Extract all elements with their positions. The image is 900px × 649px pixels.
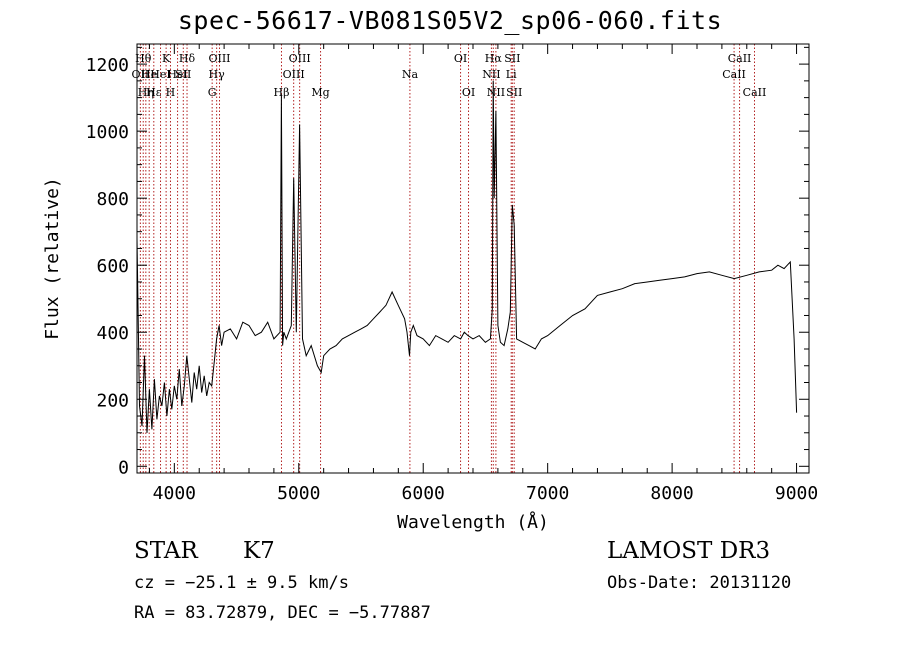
- ra-dec-coordinates: RA = 83.72879, DEC = −5.77887: [134, 603, 431, 623]
- line-marker-label-17: Mg: [311, 86, 329, 99]
- line-markers: [139, 44, 755, 473]
- x-tick-label-0: 4000: [153, 483, 196, 504]
- y-tick-label-1: 200: [96, 390, 129, 411]
- line-marker-label-10: Hδ: [179, 52, 196, 65]
- y-tick-label-3: 600: [96, 256, 129, 277]
- spectrum-line: [136, 80, 798, 433]
- y-tick-label-6: 1200: [86, 55, 129, 76]
- survey-name: LAMOST DR3: [607, 538, 771, 564]
- line-marker-labels: OIIHθHηHeHεHeIKHHeISIIHδGHγOIIIHβOIIIOII…: [132, 52, 767, 99]
- y-axis-label: Flux (relative): [42, 177, 63, 340]
- line-marker-label-29: CaII: [743, 86, 767, 99]
- line-marker-label-21: NII: [482, 68, 500, 81]
- line-marker-label-3: He: [141, 68, 157, 81]
- axis-ticks: 4000 5000 6000 7000 8000 9000 0 200 400 600 800 100…: [86, 44, 818, 504]
- y-tick-label-2: 400: [96, 323, 129, 344]
- x-tick-label-1: 5000: [277, 483, 320, 504]
- x-tick-label-4: 8000: [650, 483, 693, 504]
- line-marker-label-13: OIII: [208, 52, 230, 65]
- y-tick-label-4: 800: [96, 189, 129, 210]
- x-tick-label-5: 9000: [775, 483, 818, 504]
- plot-frame: [136, 43, 810, 474]
- line-marker-label-7: H: [166, 86, 176, 99]
- line-marker-label-9: SII: [175, 68, 191, 81]
- y-tick-label-0: 0: [118, 457, 129, 478]
- line-marker-label-0: OII: [132, 68, 150, 81]
- observation-date: Obs-Date: 20131120: [607, 573, 792, 593]
- line-marker-label-4: Hε: [146, 86, 162, 99]
- x-axis-label: Wavelength (Å): [397, 511, 549, 533]
- line-marker-label-18: Na: [402, 68, 419, 81]
- line-marker-label-28: CaII: [728, 52, 752, 65]
- line-marker-label-1: Hθ: [135, 52, 152, 65]
- line-marker-label-20: OI: [462, 86, 475, 99]
- line-marker-label-6: K: [162, 52, 171, 65]
- object-subclass: K7: [243, 538, 275, 564]
- line-marker-label-15: OIII: [283, 68, 305, 81]
- line-marker-label-2: Hη: [138, 86, 154, 99]
- line-marker-label-27: CaII: [722, 68, 746, 81]
- line-marker-label-25: SII: [504, 52, 520, 65]
- y-tick-label-5: 1000: [86, 122, 129, 143]
- line-marker-label-5: HeI: [150, 68, 170, 81]
- redshift-velocity: cz = −25.1 ± 9.5 km/s: [134, 573, 349, 593]
- chart-title: spec-56617-VB081S05V2_sp06-060.fits: [177, 6, 723, 35]
- line-marker-label-26: SII: [506, 86, 522, 99]
- line-marker-label-8: HeI: [167, 68, 187, 81]
- x-tick-label-2: 6000: [402, 483, 445, 504]
- x-tick-label-3: 7000: [526, 483, 569, 504]
- line-marker-label-12: Hγ: [209, 68, 226, 81]
- line-marker-label-11: G: [208, 86, 217, 99]
- object-class: STAR: [134, 538, 198, 564]
- line-marker-label-19: OI: [454, 52, 467, 65]
- line-marker-label-14: Hβ: [274, 86, 290, 99]
- line-marker-label-23: NII: [487, 86, 505, 99]
- line-marker-label-22: Hα: [485, 52, 503, 65]
- line-marker-label-16: OIII: [289, 52, 311, 65]
- line-marker-label-24: Li: [506, 68, 517, 81]
